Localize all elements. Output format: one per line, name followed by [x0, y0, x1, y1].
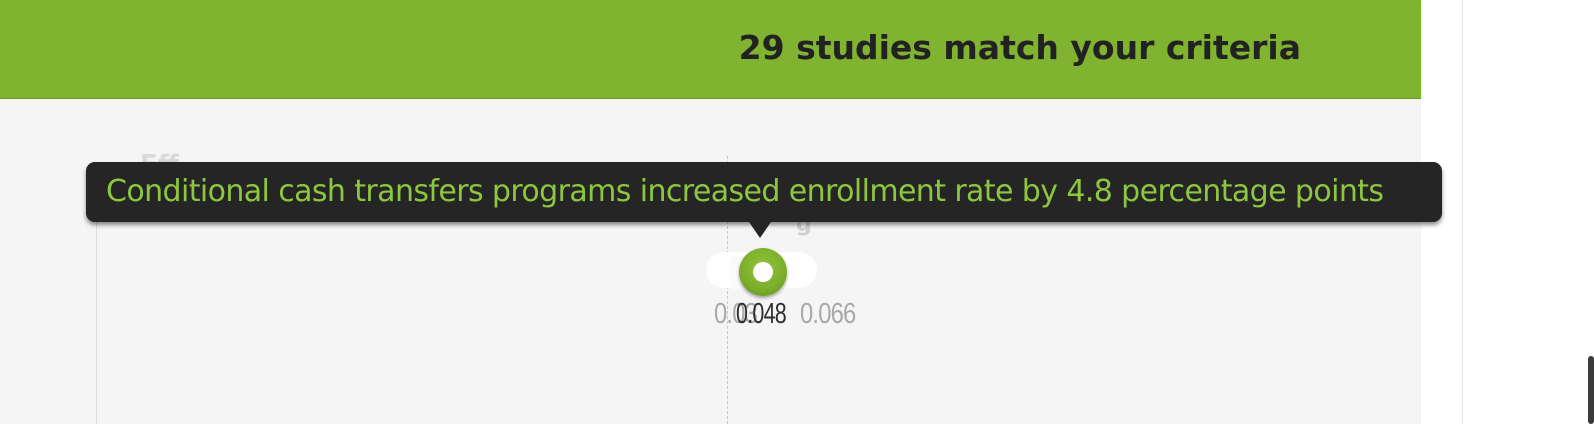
- tooltip-pointer: [749, 222, 771, 238]
- point-estimate-label: 0.048: [736, 298, 787, 330]
- plot-left-border: [96, 162, 97, 424]
- scrollbar-thumb[interactable]: [1588, 356, 1594, 424]
- estimate-tooltip-text: Conditional cash transfers programs incr…: [106, 174, 1384, 209]
- results-count-heading: 29 studies match your criteria: [738, 28, 1301, 67]
- ci-lower-label: 0.03: [714, 298, 758, 330]
- point-estimate-marker[interactable]: [739, 248, 787, 296]
- estimate-tooltip: Conditional cash transfers programs incr…: [86, 162, 1442, 222]
- sidebar-divider: [1462, 0, 1463, 424]
- ci-upper-label: 0.066: [800, 298, 856, 330]
- point-estimate-marker-core: [753, 262, 773, 282]
- zero-effect-line: [727, 156, 728, 424]
- results-banner: 29 studies match your criteria: [0, 0, 1421, 99]
